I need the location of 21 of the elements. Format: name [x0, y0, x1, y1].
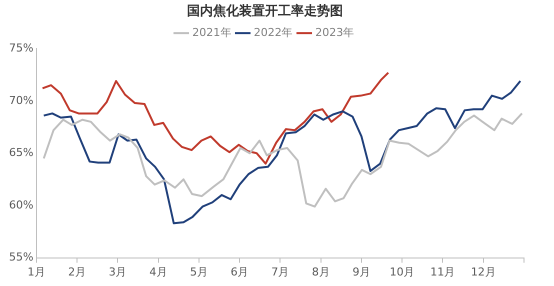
x-tick-label: 10月 [390, 265, 415, 278]
y-tick-label: 75% [8, 41, 34, 54]
x-tick-label: 1月 [27, 265, 46, 278]
x-tick-label: 5月 [190, 265, 208, 278]
x-tick-label: 11月 [430, 265, 456, 278]
x-tick-label: 4月 [149, 265, 168, 278]
x-tick-label: 12月 [470, 265, 496, 278]
legend-label: 2021年 [192, 26, 232, 39]
x-tick-label: 9月 [352, 265, 370, 278]
y-tick-label: 70% [8, 94, 34, 107]
x-tick-label: 8月 [312, 265, 330, 278]
y-tick-label: 55% [8, 250, 34, 264]
x-tick-label: 7月 [271, 265, 290, 278]
chart-title: 国内焦化装置开工率走势图 [187, 3, 343, 20]
y-tick-label: 60% [8, 198, 34, 212]
x-tick-label: 2月 [68, 265, 86, 278]
legend-label: 2022年 [254, 26, 293, 39]
legend-label: 2023年 [315, 26, 354, 39]
x-tick-label: 6月 [230, 265, 249, 278]
x-tick-label: 3月 [108, 265, 127, 278]
y-tick-label: 65% [8, 146, 34, 160]
